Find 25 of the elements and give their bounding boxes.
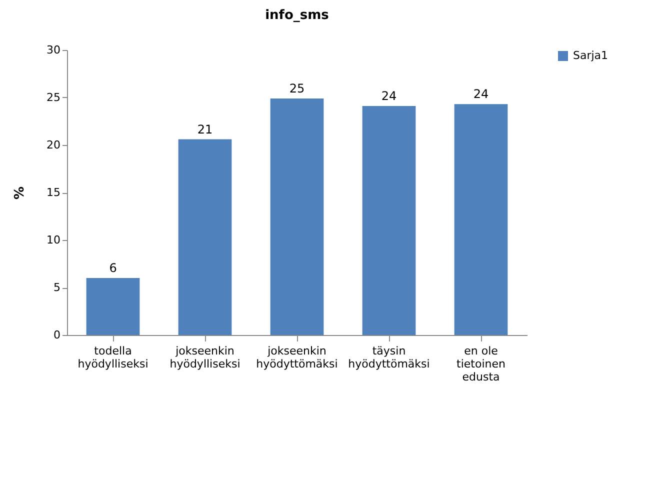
y-tick-label: 0 xyxy=(54,328,60,342)
y-axis-title: % xyxy=(12,186,28,200)
x-tick-label: jokseenkin hyödyttömäksi xyxy=(256,344,338,370)
data-label: 24 xyxy=(381,89,397,104)
y-tick-label: 20 xyxy=(46,138,60,152)
bar xyxy=(178,139,232,335)
y-tick-label: 10 xyxy=(46,234,60,246)
y-tick-label: 5 xyxy=(54,281,60,294)
x-tick-label: todella hyödylliseksi xyxy=(78,344,148,370)
bar xyxy=(454,104,508,335)
x-tick-label: en ole tietoinen edusta xyxy=(456,344,506,384)
data-label: 21 xyxy=(197,122,213,136)
y-tick-label: 25 xyxy=(46,91,60,104)
legend-label: Sarja1 xyxy=(573,49,608,62)
x-tick-label: jokseenkin hyödylliseksi xyxy=(170,344,240,370)
chart-title: info_sms xyxy=(265,8,330,23)
y-tick-label: 15 xyxy=(46,186,60,199)
data-label: 6 xyxy=(109,261,117,275)
data-label: 24 xyxy=(473,87,489,102)
bar xyxy=(86,278,140,335)
y-tick-label: 30 xyxy=(46,44,60,56)
x-tick-label: täysin hyödyttömäksi xyxy=(348,344,430,370)
bar xyxy=(270,98,324,335)
bar xyxy=(362,106,416,335)
data-label: 25 xyxy=(289,81,305,96)
